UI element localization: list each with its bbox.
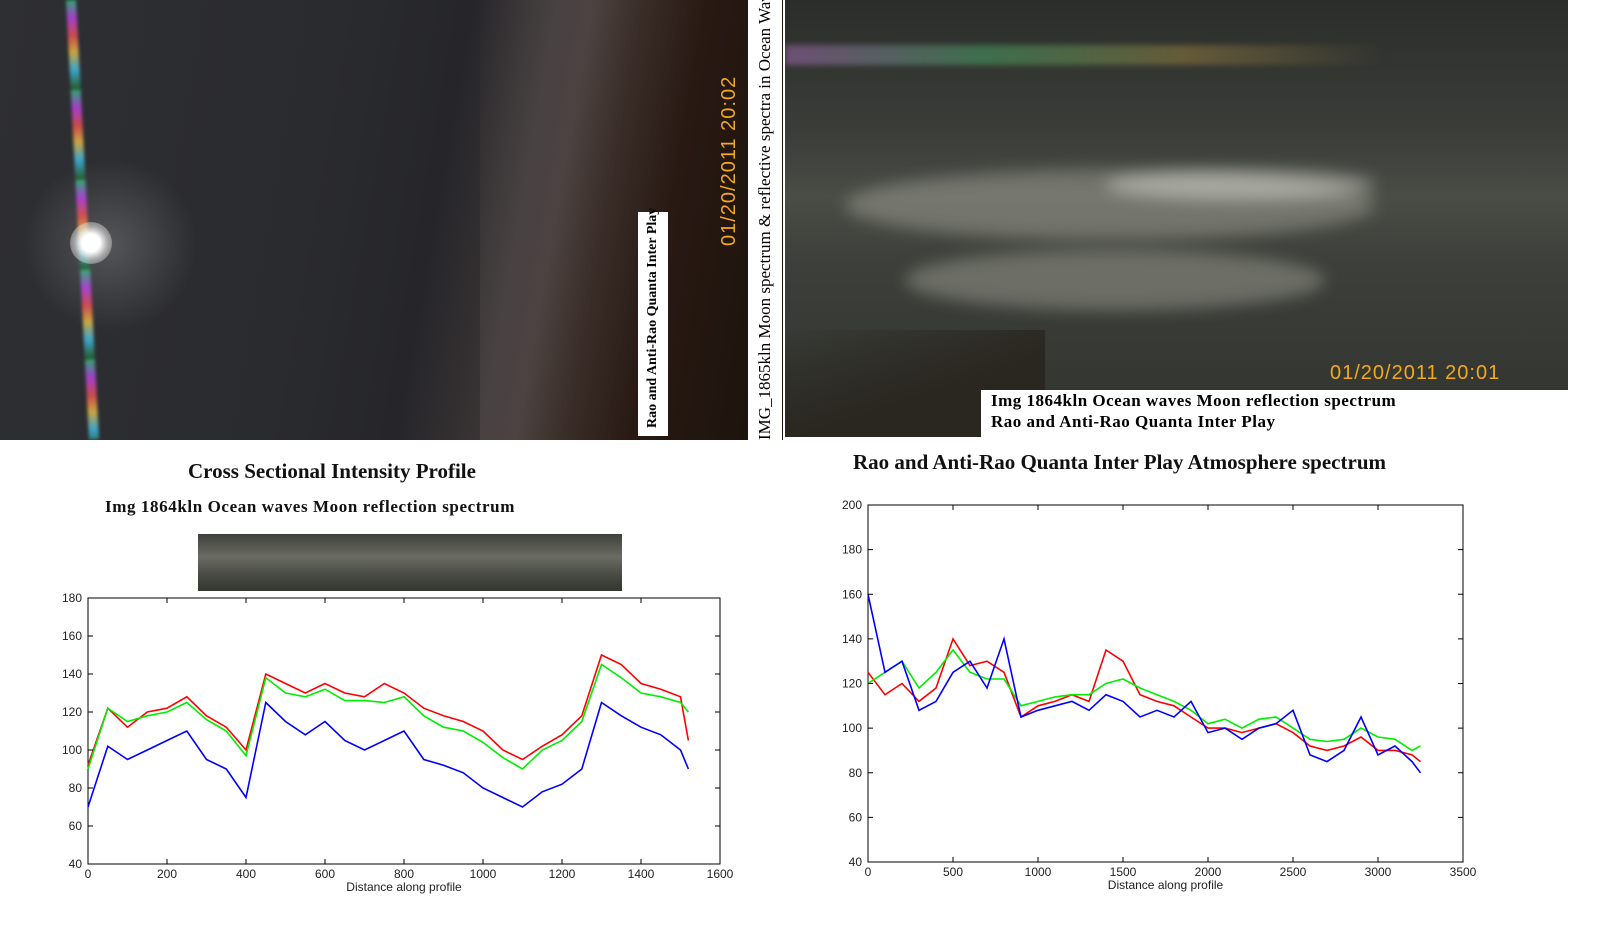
x-tick-label: 800: [394, 867, 414, 881]
chart-right-title: Rao and Anti-Rao Quanta Inter Play Atmos…: [853, 450, 1386, 474]
y-tick-label: 100: [62, 743, 82, 757]
y-tick-label: 120: [842, 677, 862, 691]
x-tick-label: 200: [157, 867, 177, 881]
x-tick-label: 1600: [707, 867, 734, 881]
plot-area: [867, 504, 1464, 863]
x-tick-label: 3500: [1450, 865, 1477, 879]
series-line-blue: [867, 594, 1422, 774]
y-tick-label: 100: [842, 721, 862, 735]
x-tick-label: 3000: [1365, 865, 1392, 879]
cliff-silhouette: [480, 0, 783, 440]
series-line-green: [867, 648, 1421, 752]
series-line-blue: [87, 700, 690, 808]
chart-2: 0 500 1000 1500 2000 2500 3000 3500 40 60 80 100 120…: [842, 498, 1477, 892]
x-tick-label: 1000: [1025, 865, 1052, 879]
date-stamp: 01/20/2011 20:01: [1330, 362, 1501, 384]
y-tick-label: 80: [69, 781, 83, 795]
y-tick-label: 160: [62, 629, 82, 643]
caption-line-2: Rao and Anti-Rao Quanta Inter Play: [991, 412, 1276, 431]
spectrum-streak: [785, 45, 1385, 65]
wave-crest: [1105, 170, 1375, 200]
x-tick-label: 2000: [1195, 865, 1222, 879]
plot-area: [87, 597, 721, 865]
y-tick-label: 120: [62, 705, 82, 719]
wave-reflection: [845, 170, 1375, 240]
series-line-red: [867, 637, 1421, 763]
x-tick-label: 2500: [1280, 865, 1307, 879]
y-tick-label: 180: [62, 591, 82, 605]
series-line-green: [87, 663, 690, 770]
y-tick-label: 40: [849, 855, 863, 869]
y-tick-label: 60: [849, 810, 863, 824]
x-axis-label: Distance along profile: [346, 880, 462, 894]
moon-spectrum-photo: 01/20/2011 20:02 Rao and Anti-Rao Quanta…: [0, 0, 783, 440]
x-tick-label: 600: [315, 867, 335, 881]
y-tick-label: 40: [69, 857, 83, 871]
x-tick-label: 0: [865, 865, 872, 879]
chart-left-subtitle: Img 1864kln Ocean waves Moon reflection …: [105, 497, 515, 516]
y-tick-label: 140: [62, 667, 82, 681]
chart-1: 0 200 400 600 800 1000 1200 1400 1600 40 60 80 100 12…: [62, 591, 734, 894]
y-tick-label: 160: [842, 587, 862, 601]
photo-caption: Img 1864kln Ocean waves Moon reflection …: [981, 390, 1568, 437]
x-tick-label: 400: [236, 867, 256, 881]
x-tick-label: 1200: [549, 867, 576, 881]
ocean-waves-photo: 01/20/2011 20:01 Img 1864kln Ocean waves…: [785, 0, 1568, 437]
chart-left-title: Cross Sectional Intensity Profile: [188, 459, 476, 483]
x-tick-label: 0: [85, 867, 92, 881]
caption-line-1: Img 1864kln Ocean waves Moon reflection …: [991, 391, 1397, 410]
y-tick-label: 180: [842, 543, 862, 557]
x-tick-label: 1400: [628, 867, 655, 881]
y-tick-label: 200: [842, 498, 862, 512]
x-tick-label: 500: [943, 865, 963, 879]
wave-reflection: [905, 250, 1325, 310]
y-tick-label: 80: [849, 766, 863, 780]
x-tick-label: 1500: [1110, 865, 1137, 879]
y-tick-label: 140: [842, 632, 862, 646]
profile-strip-image: [198, 534, 622, 591]
x-axis-label: Distance along profile: [1108, 878, 1224, 892]
x-tick-label: 1000: [470, 867, 497, 881]
y-tick-label: 60: [69, 819, 83, 833]
moon: [70, 222, 112, 264]
series-line-red: [87, 653, 690, 766]
